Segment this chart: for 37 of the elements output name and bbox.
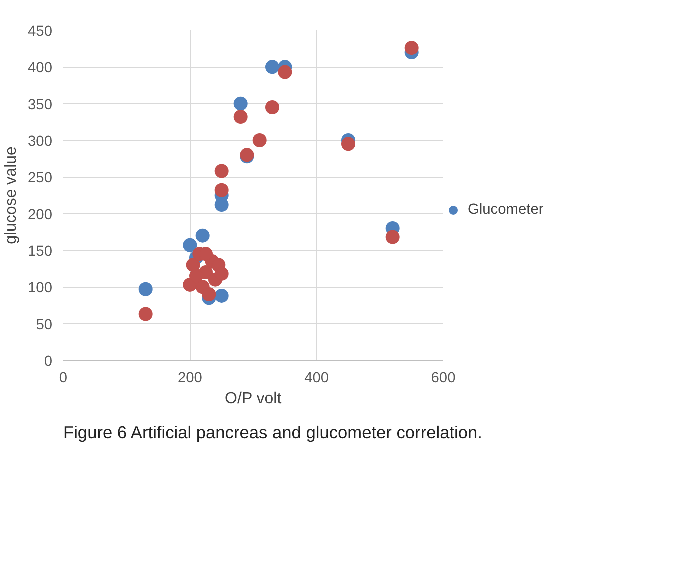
point xyxy=(138,282,153,296)
x-tick-label: 200 xyxy=(178,370,202,386)
point xyxy=(234,110,248,124)
point xyxy=(234,96,248,111)
x-tick-label: 400 xyxy=(304,370,330,386)
point xyxy=(386,230,400,244)
y-tick-label: 350 xyxy=(28,97,53,114)
point xyxy=(252,134,267,148)
y-tick-label: 50 xyxy=(36,317,53,334)
point xyxy=(183,238,198,252)
point xyxy=(202,288,216,302)
point xyxy=(278,65,292,80)
point xyxy=(190,269,204,284)
y-tick-label: 0 xyxy=(44,354,53,370)
point xyxy=(342,137,356,152)
x-tick-label: 600 xyxy=(431,370,456,386)
point xyxy=(214,288,229,303)
y-axis-title: glucose value xyxy=(3,146,20,244)
y-tick-label: 300 xyxy=(28,134,53,150)
point xyxy=(404,41,419,56)
point xyxy=(214,164,229,178)
point xyxy=(266,60,280,74)
y-tick-label: 100 xyxy=(28,280,53,297)
point xyxy=(214,266,229,281)
point xyxy=(214,183,229,198)
x-axis-title: O/P volt xyxy=(225,390,282,408)
y-tick-label: 200 xyxy=(28,207,53,224)
caption: Figure 6 Artificial pancreas and glucometer correlation. xyxy=(64,422,482,442)
y-tick-label: 150 xyxy=(28,244,53,260)
legend-label: Glucometer xyxy=(468,202,544,218)
point xyxy=(266,100,280,114)
y-tick-label: 400 xyxy=(28,60,53,77)
y-tick-label: 450 xyxy=(28,24,53,40)
y-tick-label: 250 xyxy=(28,170,53,187)
point xyxy=(196,228,210,243)
point xyxy=(138,307,153,322)
x-tick-label: 0 xyxy=(59,370,68,386)
